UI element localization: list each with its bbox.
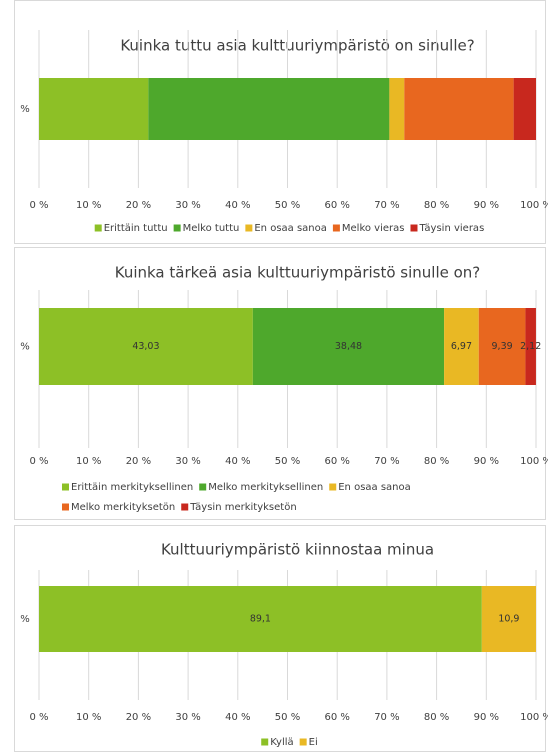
x-tick-label: 60 % [324, 200, 349, 211]
bar-segment [148, 78, 390, 140]
bar-segment [525, 308, 536, 385]
x-tick-label: 80 % [424, 200, 449, 211]
legend-label: Melko merkityksellinen [208, 482, 323, 493]
legend-label: Melko merkityksetön [71, 502, 175, 513]
bar-segment [513, 78, 536, 140]
legend-label: Ei [309, 737, 318, 748]
x-tick-label: 50 % [275, 456, 300, 467]
x-tick-label: 80 % [424, 712, 449, 723]
data-label: 6,97 [451, 341, 472, 352]
x-tick-label: 90 % [474, 456, 499, 467]
x-tick-label: 0 % [29, 456, 48, 467]
bar-segment [39, 586, 482, 652]
legend-label: Täysin vieras [418, 223, 484, 234]
legend-swatch [62, 503, 69, 511]
legend-label: Melko tuttu [183, 223, 240, 234]
chart-title: Kuinka tärkeä asia kulttuuriympäristö si… [115, 264, 481, 282]
legend-swatch [299, 738, 307, 746]
x-tick-label: 30 % [175, 456, 200, 467]
x-tick-label: 40 % [225, 200, 250, 211]
bar-segment [39, 308, 253, 385]
legend-label: En osaa sanoa [254, 223, 327, 234]
legend-swatch [94, 224, 102, 232]
data-label: 10,9 [498, 614, 519, 625]
x-tick-label: 70 % [374, 712, 399, 723]
bar-segment [444, 308, 479, 385]
x-tick-label: 30 % [175, 200, 200, 211]
legend-label: En osaa sanoa [338, 482, 411, 493]
data-label: 9,39 [492, 341, 513, 352]
legend-swatch [261, 738, 269, 746]
x-tick-label: 70 % [374, 200, 399, 211]
legend-label: Täysin merkityksetön [189, 502, 296, 513]
legend-swatch [62, 483, 69, 491]
x-tick-label: 10 % [76, 456, 101, 467]
data-label: 38,48 [335, 341, 362, 352]
x-tick-label: 50 % [275, 200, 300, 211]
x-tick-label: 60 % [324, 456, 349, 467]
chart-title: Kuinka tuttu asia kulttuuriympäristö on … [120, 37, 474, 55]
chart-title: Kulttuuriympäristö kiinnostaa minua [161, 541, 434, 559]
x-tick-label: 10 % [76, 712, 101, 723]
bar-segment [481, 586, 536, 652]
legend-label: Kyllä [270, 737, 293, 748]
data-label: 89,1 [250, 614, 271, 625]
x-tick-label: 0 % [29, 200, 48, 211]
bar-segment [478, 308, 526, 385]
y-tick-label: % [20, 614, 30, 625]
x-tick-label: 20 % [126, 712, 151, 723]
legend-swatch [332, 224, 340, 232]
bar-segment [39, 78, 149, 140]
legend-swatch [199, 483, 207, 491]
x-tick-label: 40 % [225, 456, 250, 467]
bar-segment [404, 78, 514, 140]
x-tick-label: 100 % [520, 456, 548, 467]
x-tick-label: 90 % [474, 200, 499, 211]
x-tick-label: 20 % [126, 200, 151, 211]
x-tick-label: 50 % [275, 712, 300, 723]
x-tick-label: 0 % [29, 712, 48, 723]
x-tick-label: 40 % [225, 712, 250, 723]
x-tick-label: 90 % [474, 712, 499, 723]
legend-label: Melko vieras [342, 223, 405, 234]
x-tick-label: 100 % [520, 712, 548, 723]
legend-swatch [329, 483, 337, 491]
legend-label: Erittäin tuttu [104, 223, 168, 234]
legend-swatch [410, 224, 418, 232]
legend-label: Erittäin merkityksellinen [71, 482, 193, 493]
x-tick-label: 30 % [175, 712, 200, 723]
x-tick-label: 100 % [520, 200, 548, 211]
x-tick-label: 70 % [374, 456, 399, 467]
x-tick-label: 80 % [424, 456, 449, 467]
y-tick-label: % [20, 342, 30, 353]
legend-swatch [245, 224, 253, 232]
bar-segment [252, 308, 445, 385]
panel-frame [14, 247, 546, 520]
panel-frame [14, 0, 546, 244]
y-tick-label: % [20, 104, 30, 115]
x-tick-label: 10 % [76, 200, 101, 211]
x-tick-label: 60 % [324, 712, 349, 723]
bar-segment [389, 78, 405, 140]
legend-swatch [181, 503, 189, 511]
legend-swatch [173, 224, 181, 232]
data-label: 2,12 [520, 341, 541, 352]
data-label: 43,03 [132, 341, 159, 352]
x-tick-label: 20 % [126, 456, 151, 467]
